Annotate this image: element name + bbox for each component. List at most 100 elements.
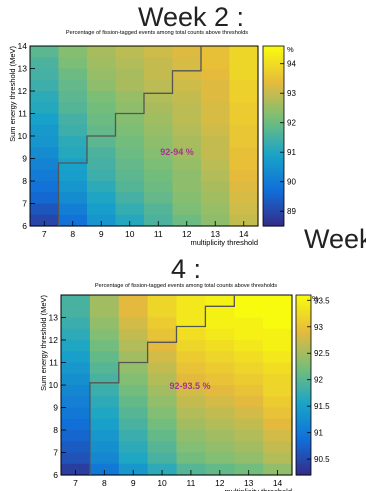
- heatmap-cell: [58, 192, 88, 205]
- heatmap-cell: [201, 91, 231, 103]
- heatmap-cell: [234, 385, 264, 397]
- heatmap-cell: [147, 418, 178, 431]
- heatmap-cell: [234, 430, 264, 442]
- heatmap-cell: [147, 452, 178, 465]
- heatmap-cell: [263, 418, 293, 431]
- colorbar-segment: [296, 469, 311, 473]
- heatmap-cell: [61, 396, 91, 409]
- heatmap-cell: [58, 147, 88, 160]
- colorbar-segment: [296, 409, 311, 413]
- colorbar-segment: [296, 301, 311, 305]
- colorbar-segment: [296, 373, 311, 377]
- heatmap-cell: [201, 124, 231, 137]
- heatmap-cell: [87, 214, 117, 227]
- colorbar-segment: [263, 133, 284, 137]
- heatmap-cell: [147, 373, 178, 386]
- colorbar-segment: [296, 442, 311, 446]
- colorbar-segment: [296, 304, 311, 308]
- heatmap-cell: [147, 317, 178, 330]
- heatmap-cell: [147, 362, 178, 375]
- heatmap-cell: [144, 46, 174, 58]
- colorbar-segment: [296, 400, 311, 404]
- heatmap-cell: [205, 463, 235, 476]
- y-tick-label: 7: [22, 199, 27, 209]
- heatmap-cell: [147, 340, 178, 352]
- heatmap-cell: [118, 396, 149, 409]
- heatmap-cell: [147, 295, 178, 307]
- heatmap-cell: [229, 113, 259, 126]
- colorbar-segment: [296, 379, 311, 383]
- heatmap-cell: [87, 46, 117, 58]
- heatmap-cell: [176, 430, 206, 442]
- annotation-label: 92-94 %: [160, 147, 194, 157]
- heatmap-cell: [144, 57, 174, 70]
- colorbar-segment: [263, 139, 284, 143]
- heatmap-cell: [61, 407, 91, 420]
- colorbar-segment: [296, 430, 311, 434]
- heatmap-cell: [201, 214, 231, 227]
- chart-title: Percentage of fission-tagged events amon…: [66, 30, 248, 36]
- heatmap-cell: [61, 328, 91, 341]
- colorbar-tick-label: 93.5: [314, 296, 330, 305]
- heatmap-cell: [30, 169, 60, 182]
- heatmap-cell: [61, 362, 91, 375]
- colorbar-segment: [296, 352, 311, 356]
- heatmap-cell: [30, 192, 60, 205]
- colorbar-segment: [296, 298, 311, 302]
- colorbar-tick-label: 90: [287, 178, 296, 187]
- x-tick-label: 13: [211, 229, 221, 239]
- heatmap-cell: [61, 373, 91, 386]
- x-axis-label: multiplicity threshold: [190, 238, 258, 247]
- heatmap-cell: [205, 306, 235, 319]
- heatmap-cell: [115, 158, 145, 171]
- heatmap-cell: [144, 102, 174, 115]
- colorbar-segment: [263, 82, 284, 86]
- colorbar-segment: [296, 433, 311, 437]
- heatmap-cell: [229, 147, 259, 160]
- colorbar-segment: [296, 466, 311, 470]
- heatmap-cell: [89, 351, 120, 364]
- x-tick-label: 7: [73, 478, 78, 488]
- y-axis-label: Sum energy threshold (MeV): [39, 294, 48, 390]
- heatmap-cell: [229, 91, 259, 103]
- heatmap-cell: [172, 91, 202, 103]
- heatmap-cell: [118, 452, 149, 465]
- heatmap-cell: [176, 373, 206, 386]
- heatmap-cell: [263, 373, 293, 386]
- heatmap-cell: [115, 124, 145, 137]
- colorbar-segment: [263, 178, 284, 182]
- x-tick-label: 10: [157, 478, 167, 488]
- x-tick-label: 7: [42, 229, 47, 239]
- colorbar-segment: [296, 340, 311, 344]
- colorbar-segment: [296, 331, 311, 335]
- heatmap-cell: [118, 295, 149, 307]
- heatmap-cell: [201, 158, 231, 171]
- colorbar-segment: [263, 94, 284, 98]
- heatmap-cell: [118, 328, 149, 341]
- heatmap-cell: [263, 396, 293, 409]
- y-tick-label: 6: [22, 221, 27, 231]
- heatmap-cell: [30, 91, 60, 103]
- heatmap-cell: [87, 181, 117, 193]
- colorbar-segment: [296, 361, 311, 365]
- heatmap-cell: [263, 328, 293, 341]
- colorbar-segment: [263, 145, 284, 149]
- colorbar-segment: [296, 325, 311, 329]
- heatmap-cell: [144, 214, 174, 227]
- colorbar-segment: [296, 388, 311, 392]
- heatmap-cell: [118, 317, 149, 330]
- heatmap-cell: [118, 373, 149, 386]
- heatmap-cell: [234, 396, 264, 409]
- boundary-line: [89, 295, 235, 475]
- colorbar-segment: [296, 424, 311, 428]
- heatmap-cell: [176, 385, 206, 397]
- heatmap-cell: [263, 351, 293, 364]
- heatmap-cell: [205, 430, 235, 442]
- heatmap-cell: [205, 362, 235, 375]
- heatmap-cell: [118, 340, 149, 352]
- heatmap-cell: [118, 463, 149, 476]
- heatmap-cell: [30, 147, 60, 160]
- heatmap-cell: [61, 295, 91, 307]
- heatmap-cell: [176, 328, 206, 341]
- heatmap-cell: [144, 136, 174, 148]
